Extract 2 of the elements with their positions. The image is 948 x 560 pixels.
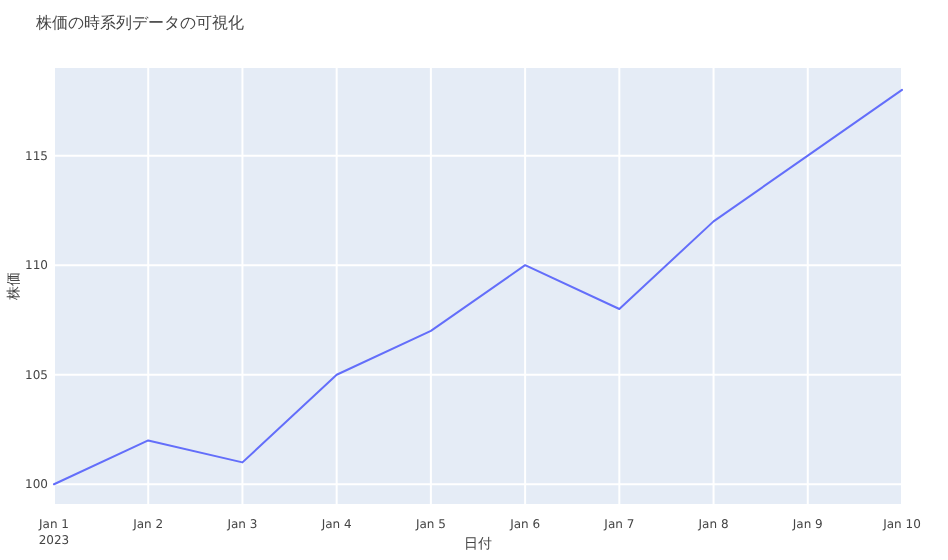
chart-title: 株価の時系列データの可視化 [34,14,244,32]
line-series [53,88,903,486]
